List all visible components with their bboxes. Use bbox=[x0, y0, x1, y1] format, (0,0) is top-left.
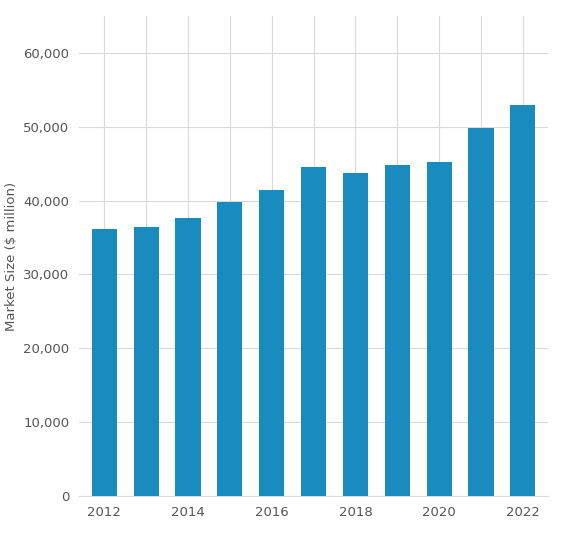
Y-axis label: Market Size ($ million): Market Size ($ million) bbox=[5, 182, 18, 330]
Bar bbox=[343, 174, 368, 496]
Bar bbox=[218, 202, 242, 496]
Bar bbox=[175, 218, 201, 496]
Bar bbox=[510, 105, 536, 496]
Bar bbox=[385, 165, 410, 496]
Bar bbox=[133, 226, 159, 496]
Bar bbox=[301, 168, 326, 496]
Bar bbox=[468, 128, 494, 496]
Bar bbox=[427, 162, 452, 496]
Bar bbox=[92, 229, 117, 496]
Bar bbox=[259, 190, 284, 496]
